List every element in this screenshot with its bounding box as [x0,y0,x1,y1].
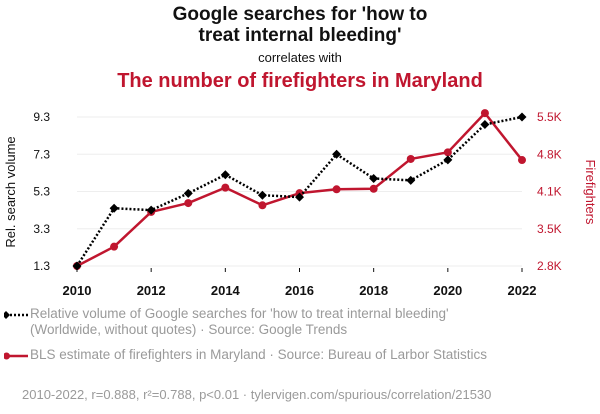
data-point-searches [369,173,379,183]
data-point-firefighters [221,183,230,192]
chart-connector-text: correlates with [258,50,342,65]
data-point-searches [220,170,230,180]
y-tick-label-right: 3.5K [537,222,562,236]
legend-label-searches: Relative volume of Google searches for '… [30,306,449,337]
x-tick-label: 2022 [508,283,537,298]
data-point-searches [109,203,119,213]
data-point-searches [332,149,342,159]
legend-item-firefighters: BLS estimate of firefighters in Maryland… [4,347,500,363]
chart-second-title: The number of firefighters in Maryland [117,70,483,92]
data-point-firefighters [443,148,452,157]
data-point-searches [480,119,490,129]
chart-title-line-2: treat internal bleeding' [198,25,402,46]
data-point-searches [257,190,267,200]
x-tick-label: 2016 [285,283,314,298]
x-tick-label: 2012 [137,283,166,298]
y-tick-label-left: 9.3 [33,110,50,124]
y-axis-label-right: Firefighters [583,159,598,225]
y-tick-label-right: 4.8K [537,147,562,161]
data-point-firefighters [258,201,267,210]
chart-title-line-1: Google searches for 'how to [172,4,428,25]
x-tick-label: 2018 [359,283,388,298]
y-tick-label-right: 4.1K [537,185,562,199]
data-point-firefighters [332,185,341,194]
y-tick-label-left: 5.3 [33,185,50,199]
legend-item-searches: Relative volume of Google searches for '… [4,306,500,338]
chart-header: Google searches for 'how to treat intern… [0,4,600,93]
x-tick-label: 2014 [211,283,241,298]
data-point-searches [443,155,453,165]
data-point-searches [146,205,156,215]
data-point-searches [72,261,82,271]
y-tick-label-left: 3.3 [33,222,50,236]
data-point-searches [517,112,527,122]
chart-footer-stats: 2010-2022, r=0.888, r²=0.788, p<0.01 · t… [22,387,492,402]
x-tick-label: 2020 [433,283,462,298]
legend-dotted-line-diamond-icon [4,311,28,319]
y-tick-label-right: 5.5K [537,110,562,124]
data-point-firefighters [406,154,415,163]
data-point-firefighters [110,242,119,251]
data-point-firefighters [184,199,193,208]
data-point-searches [183,188,193,198]
data-point-searches [295,192,304,202]
y-tick-label-left: 7.3 [33,147,50,161]
x-tick-label: 2010 [63,283,92,298]
legend-solid-line-circle-icon [4,352,28,360]
legend-label-firefighters: BLS estimate of firefighters in Maryland… [30,347,487,362]
data-point-firefighters [480,109,489,118]
data-point-firefighters [518,156,526,165]
y-tick-label-left: 1.3 [33,259,50,273]
data-point-firefighters [369,184,378,193]
y-tick-label-right: 2.8K [537,259,562,273]
data-point-searches [406,175,416,185]
y-axis-label-left: Rel. search volume [3,136,18,247]
